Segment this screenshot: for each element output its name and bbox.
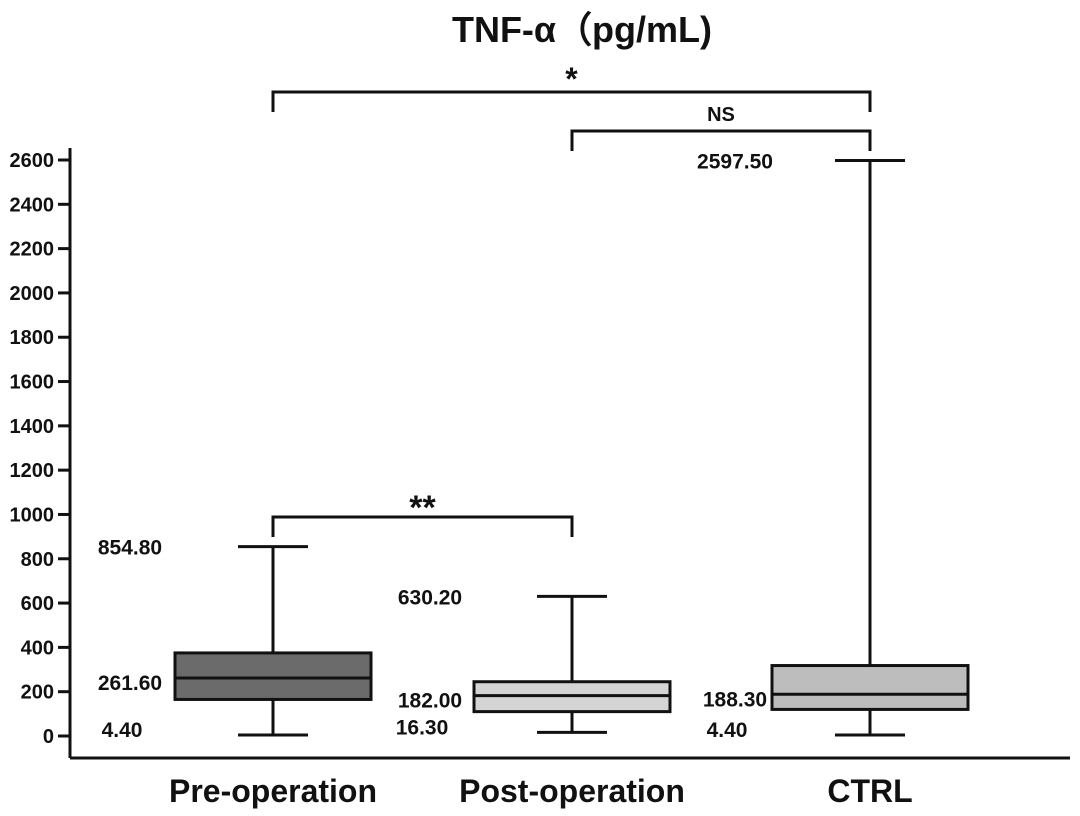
- significance-bracket: NS: [570, 104, 872, 151]
- min-value-label: 4.40: [707, 719, 748, 742]
- x-category-label: Pre-operation: [169, 773, 377, 809]
- y-tick-label: 400: [21, 637, 54, 659]
- box-group: 630.20 182.00 16.30: [396, 586, 672, 739]
- x-category-label: CTRL: [827, 773, 912, 809]
- median-value-label: 261.60: [98, 672, 162, 695]
- box-iqr: [173, 651, 373, 701]
- max-value-label: 854.80: [98, 537, 162, 560]
- significance-label: **: [409, 489, 436, 527]
- bracket-line: [570, 129, 872, 151]
- max-value-label: 630.20: [398, 586, 462, 609]
- y-tick-label: 2400: [10, 194, 55, 216]
- chart-title: TNF-α（pg/mL): [452, 9, 712, 50]
- bracket-line: [271, 90, 872, 112]
- y-tick-label: 2000: [10, 283, 55, 305]
- x-category-label: Post-operation: [459, 773, 685, 809]
- y-tick-label: 1000: [10, 504, 55, 526]
- box-iqr: [770, 664, 970, 711]
- y-tick-label: 0: [43, 726, 54, 748]
- significance-label: NS: [707, 104, 735, 126]
- y-tick-label: 600: [21, 593, 54, 615]
- y-tick-label: 800: [21, 549, 54, 571]
- significance-bracket: **: [271, 489, 574, 537]
- significance-bracket: *: [271, 61, 872, 112]
- y-tick-label: 200: [21, 682, 54, 704]
- y-tick-label: 2200: [10, 239, 55, 261]
- y-tick-label: 1200: [10, 460, 55, 482]
- median-value-label: 188.30: [703, 688, 767, 711]
- min-value-label: 4.40: [102, 719, 143, 742]
- bracket-line: [271, 515, 574, 537]
- y-tick-label: 1800: [10, 327, 55, 349]
- median-value-label: 182.00: [398, 690, 462, 713]
- min-value-label: 16.30: [396, 716, 449, 739]
- max-value-label: 2597.50: [697, 151, 773, 174]
- box-group: 2597.50 188.30 4.40: [697, 151, 970, 742]
- y-tick-label: 1400: [10, 416, 55, 438]
- box-group: 854.80 261.60 4.40: [98, 537, 373, 742]
- significance-label: *: [565, 61, 578, 97]
- y-tick-label: 1600: [10, 372, 55, 394]
- y-tick-label: 2600: [10, 150, 55, 172]
